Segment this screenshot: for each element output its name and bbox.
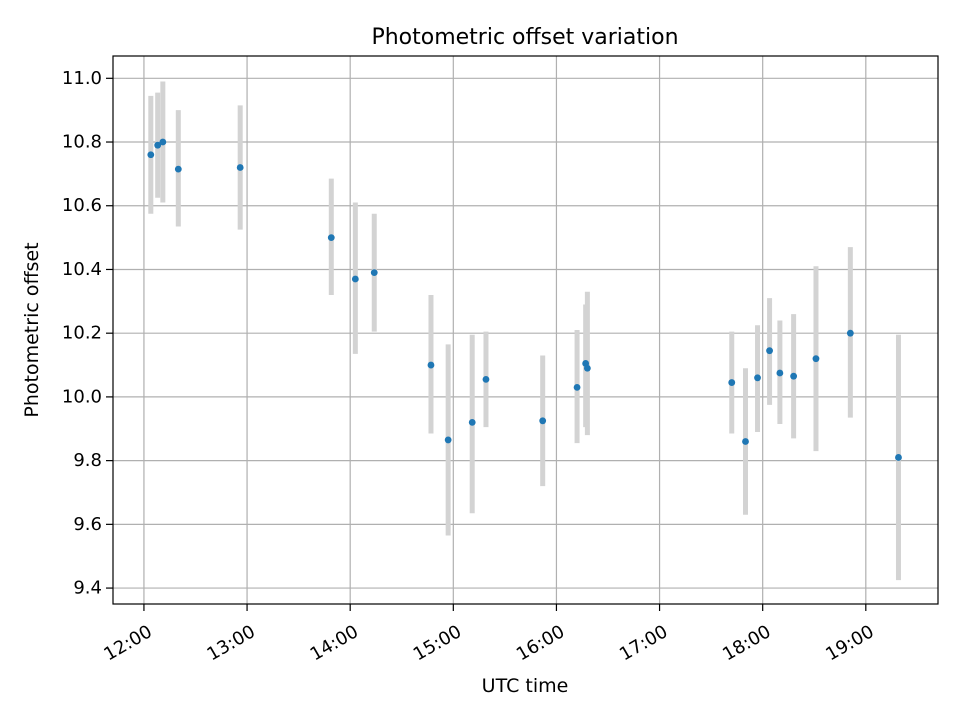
y-tick-label: 11.0 [62,68,102,89]
x-axis-label: UTC time [482,675,569,697]
data-point [846,329,854,337]
plot-frame [112,55,939,605]
data-point [327,234,335,242]
y-tick-label: 10.6 [62,195,102,216]
data-point [742,438,749,445]
data-point [370,269,378,277]
data-point [154,141,162,149]
chart-title: Photometric offset variation [371,25,678,50]
data-point [351,275,359,283]
y-tick-label: 9.4 [73,578,102,599]
data-point [766,347,773,355]
data-point [539,417,547,425]
y-axis-label: Photometric offset [21,242,43,417]
data-point [776,369,784,377]
data-point [482,375,490,383]
y-tick-label: 10.8 [62,132,102,153]
y-tick-layer: 9.4 9.6 9.8 10.0 10.2 10.4 10.6 10.8 11.0 [62,68,113,599]
data-point [790,372,798,380]
y-tick-label: 9.8 [73,450,102,471]
data-point [174,165,182,173]
y-tick-label: 10.0 [62,386,102,407]
data-point [895,454,902,461]
y-tick-label: 9.6 [73,514,102,535]
data-point [444,436,452,444]
data-point [812,355,820,363]
data-point [583,364,591,372]
data-point [147,151,155,159]
data-point [159,138,167,146]
y-tick-label: 10.2 [62,323,102,344]
y-tick-label: 10.4 [62,259,102,280]
data-point [468,418,476,426]
data-point [573,383,581,391]
data-point [427,361,435,369]
data-point [754,374,761,382]
data-point [236,164,244,171]
data-point [728,379,736,386]
grid-layer [113,56,938,604]
marker-layer [147,138,902,461]
